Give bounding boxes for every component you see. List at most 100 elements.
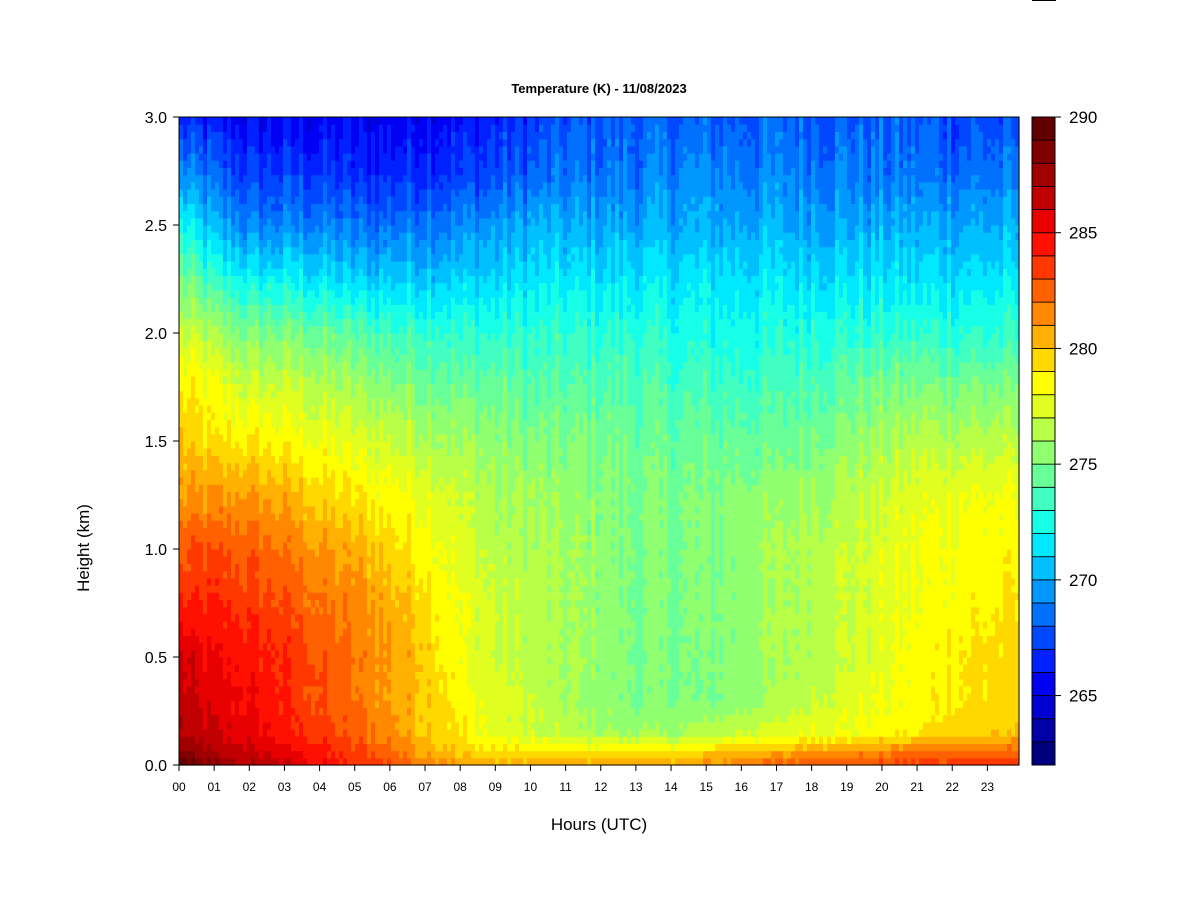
heatmap-cell: [247, 412, 252, 420]
heatmap-cell: [199, 145, 204, 154]
heatmap-cell: [303, 455, 308, 464]
heatmap-cell: [199, 261, 204, 269]
heatmap-cell: [259, 275, 264, 284]
heatmap-cell: [387, 369, 392, 377]
heatmap-cell: [263, 318, 268, 327]
heatmap-cell: [291, 318, 296, 327]
heatmap-cell: [287, 369, 292, 377]
heatmap-cell: [287, 246, 292, 255]
heatmap-cell: [299, 606, 304, 615]
heatmap-cell: [243, 289, 248, 298]
heatmap-cell: [203, 174, 208, 183]
heatmap-cell: [215, 297, 220, 305]
heatmap-cell: [303, 570, 308, 579]
heatmap-cell: [271, 498, 276, 507]
heatmap-cell: [339, 649, 344, 658]
heatmap-cell: [391, 671, 396, 680]
heatmap-cell: [195, 750, 200, 759]
heatmap-cell: [383, 541, 388, 550]
heatmap-cell: [199, 289, 204, 298]
heatmap-cell: [359, 275, 364, 284]
heatmap-cell: [315, 419, 320, 428]
heatmap-cell: [395, 347, 400, 356]
heatmap-cell: [395, 117, 400, 125]
heatmap-cell: [287, 405, 292, 413]
heatmap-cell: [271, 592, 276, 600]
heatmap-cell: [347, 325, 352, 334]
heatmap-cell: [319, 671, 324, 680]
heatmap-cell: [255, 491, 260, 500]
heatmap-cell: [315, 469, 320, 478]
heatmap-cell: [315, 714, 320, 723]
heatmap-cell: [235, 743, 240, 752]
heatmap-cell: [243, 268, 248, 276]
heatmap-cell: [203, 354, 208, 363]
heatmap-cell: [351, 520, 356, 528]
heatmap-cell: [235, 491, 240, 500]
heatmap-cell: [247, 361, 252, 370]
heatmap-cell: [271, 369, 276, 377]
heatmap-cell: [275, 232, 280, 240]
heatmap-cell: [247, 354, 252, 363]
heatmap-cell: [255, 556, 260, 564]
heatmap-cell: [291, 390, 296, 399]
heatmap-cell: [367, 189, 372, 197]
heatmap-cell: [347, 520, 352, 528]
heatmap-cell: [371, 131, 376, 140]
heatmap-cell: [255, 448, 260, 456]
heatmap-cell: [339, 721, 344, 730]
heatmap-cell: [343, 628, 348, 636]
heatmap-cell: [235, 657, 240, 665]
heatmap-cell: [375, 167, 380, 176]
heatmap-cell: [363, 189, 368, 197]
heatmap-cell: [331, 635, 336, 644]
heatmap-cell: [359, 347, 364, 356]
heatmap-cell: [267, 246, 272, 255]
heatmap-cell: [251, 678, 256, 687]
heatmap-cell: [211, 181, 216, 190]
heatmap-cell: [219, 556, 224, 564]
heatmap-cell: [343, 721, 348, 730]
heatmap-cell: [355, 203, 360, 212]
heatmap-cell: [179, 613, 184, 622]
heatmap-cell: [387, 462, 392, 471]
heatmap-cell: [327, 649, 332, 658]
heatmap-cell: [239, 505, 244, 514]
heatmap-cell: [331, 693, 336, 701]
heatmap-cell: [379, 138, 384, 147]
heatmap-cell: [227, 131, 232, 140]
heatmap-cell: [267, 383, 272, 392]
heatmap-cell: [255, 534, 260, 543]
heatmap-cell: [231, 268, 236, 276]
heatmap-cell: [295, 621, 300, 629]
heatmap-cell: [247, 520, 252, 528]
heatmap-cell: [331, 174, 336, 183]
heatmap-cell: [331, 606, 336, 615]
heatmap-cell: [307, 750, 312, 759]
heatmap-cell: [199, 664, 204, 672]
heatmap-cell: [355, 426, 360, 435]
heatmap-cell: [395, 282, 400, 291]
heatmap-cell: [283, 541, 288, 550]
heatmap-cell: [303, 376, 308, 384]
heatmap-cell: [347, 225, 352, 233]
heatmap-cell: [395, 469, 400, 478]
heatmap-cell: [279, 570, 284, 579]
heatmap-cell: [343, 232, 348, 240]
heatmap-cell: [387, 397, 392, 406]
heatmap-cell: [255, 577, 260, 586]
heatmap-cell: [387, 721, 392, 730]
heatmap-cell: [351, 613, 356, 622]
heatmap-cell: [195, 491, 200, 500]
heatmap-cell: [383, 405, 388, 413]
heatmap-cell: [247, 491, 252, 500]
heatmap-cell: [287, 383, 292, 392]
heatmap-cell: [235, 181, 240, 190]
heatmap-cell: [235, 678, 240, 687]
heatmap-cell: [215, 664, 220, 672]
heatmap-cell: [223, 275, 228, 284]
heatmap-cell: [239, 642, 244, 651]
heatmap-cell: [191, 196, 196, 204]
heatmap-cell: [319, 498, 324, 507]
heatmap-cell: [315, 304, 320, 312]
